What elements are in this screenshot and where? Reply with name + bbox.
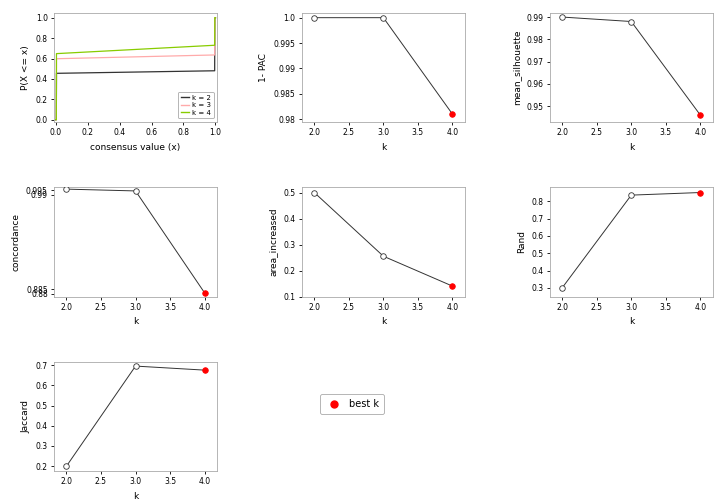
Point [695, 188, 706, 197]
X-axis label: k: k [629, 318, 634, 326]
X-axis label: k: k [629, 143, 634, 152]
Point [557, 13, 568, 21]
Point [557, 284, 568, 292]
Point [446, 282, 458, 290]
X-axis label: k: k [133, 492, 138, 501]
Point [130, 362, 141, 370]
Y-axis label: Rand: Rand [517, 230, 526, 254]
Y-axis label: area_increased: area_increased [269, 208, 278, 276]
Point [130, 187, 141, 195]
X-axis label: consensus value (x): consensus value (x) [91, 143, 181, 152]
Point [378, 252, 390, 260]
Y-axis label: 1- PAC: 1- PAC [259, 53, 268, 82]
Y-axis label: concordance: concordance [12, 213, 20, 271]
Point [199, 366, 210, 374]
X-axis label: k: k [381, 318, 386, 326]
Point [626, 18, 637, 26]
Y-axis label: Jaccard: Jaccard [21, 400, 30, 433]
Point [309, 188, 320, 197]
Y-axis label: mean_silhouette: mean_silhouette [512, 29, 521, 105]
X-axis label: k: k [133, 318, 138, 326]
Point [626, 191, 637, 199]
Point [309, 14, 320, 22]
Point [378, 14, 390, 22]
Point [695, 111, 706, 119]
Point [60, 185, 72, 193]
Point [446, 110, 458, 118]
Point [60, 462, 72, 470]
Legend: k = 2, k = 3, k = 4: k = 2, k = 3, k = 4 [178, 92, 214, 118]
Y-axis label: P(X <= x): P(X <= x) [21, 45, 30, 90]
Point [199, 289, 210, 297]
Legend: best k: best k [320, 394, 384, 414]
X-axis label: k: k [381, 143, 386, 152]
